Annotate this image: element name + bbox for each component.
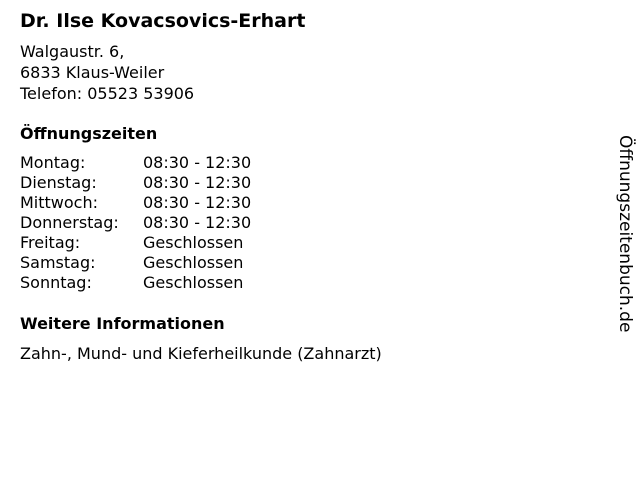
address-street: Walgaustr. 6, [20, 42, 125, 61]
hours-day: Donnerstag: [20, 213, 119, 232]
hours-time: 08:30 - 12:30 [143, 173, 252, 192]
hours-time: Geschlossen [143, 273, 244, 292]
hours-day: Sonntag: [20, 273, 92, 292]
hours-day: Mittwoch: [20, 193, 98, 212]
hours-day: Montag: [20, 153, 86, 172]
hours-heading: Öffnungszeiten [20, 124, 158, 143]
info-heading: Weitere Informationen [20, 314, 225, 333]
hours-time: 08:30 - 12:30 [143, 153, 252, 172]
hours-time: Geschlossen [143, 233, 244, 252]
page-title: Dr. Ilse Kovacsovics-Erhart [20, 10, 306, 32]
phone: Telefon: 05523 53906 [20, 84, 195, 103]
info-text: Zahn-, Mund- und Kieferheilkunde (Zahnar… [20, 344, 382, 363]
hours-day: Samstag: [20, 253, 96, 272]
hours-time: 08:30 - 12:30 [143, 193, 252, 212]
hours-day: Dienstag: [20, 173, 97, 192]
site-watermark: Öffnungszeitenbuch.de [615, 135, 635, 333]
hours-time: 08:30 - 12:30 [143, 213, 252, 232]
address-city: 6833 Klaus-Weiler [20, 63, 165, 82]
hours-day: Freitag: [20, 233, 81, 252]
hours-time: Geschlossen [143, 253, 244, 272]
